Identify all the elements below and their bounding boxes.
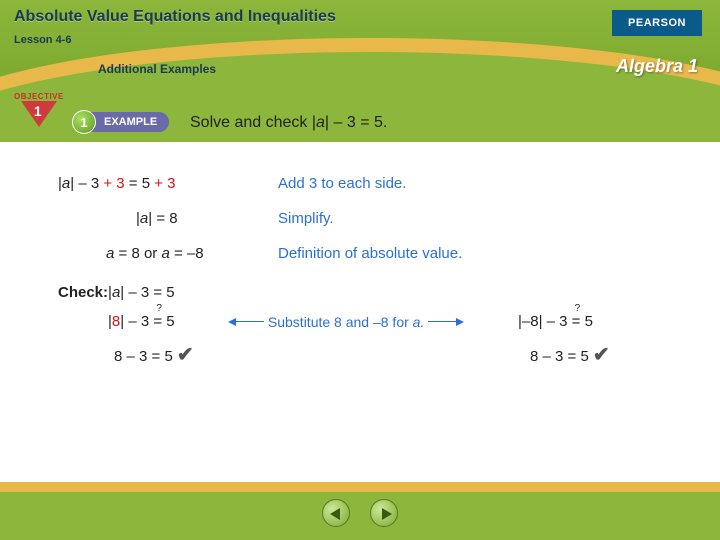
t: a (112, 284, 120, 301)
check-header: Check: |a| – 3 = 5 (58, 284, 678, 301)
checkmark-icon: ✔ (593, 344, 610, 366)
step-rhs: Definition of absolute value. (278, 245, 462, 262)
objective-number: 1 (34, 103, 42, 119)
step-row: |a| = 8 Simplify. (58, 210, 678, 227)
t: = 5 (125, 175, 155, 192)
check-res-right: 8 – 3 = 5✔ (530, 342, 610, 367)
t: a (140, 210, 148, 227)
example-number-circle: 1 (72, 110, 96, 134)
checkmark-icon: ✔ (177, 344, 194, 366)
t: | – 3 = 5 (120, 284, 174, 301)
t: 5 (162, 313, 175, 330)
t: 8 (112, 313, 120, 330)
t: a (161, 245, 169, 262)
problem-text-pre: Solve and check | (190, 114, 316, 131)
book-title: Algebra 1 (616, 56, 698, 77)
step-row: |a| – 3 + 3 = 5 + 3 Add 3 to each side. (58, 175, 678, 192)
arrow-line (236, 321, 264, 323)
t: Substitute 8 and –8 for (268, 314, 413, 330)
arrow-line (428, 321, 456, 323)
check-label: Check: (58, 284, 108, 301)
step-row: a = 8 or a = –8 Definition of absolute v… (58, 245, 678, 262)
problem-text-post: | – 3 = 5. (325, 114, 387, 131)
step-lhs: a = 8 or a = –8 (58, 245, 278, 262)
check-result-row: 8 – 3 = 5✔ 8 – 3 = 5✔ (58, 342, 678, 367)
t: + 3 (103, 175, 124, 192)
chevron-left-icon (330, 508, 340, 520)
page-title: Absolute Value Equations and Inequalitie… (14, 8, 336, 26)
t: |–8| – 3 (518, 313, 572, 330)
check-res-left: 8 – 3 = 5✔ (58, 342, 228, 367)
t: | = 8 (148, 210, 177, 227)
check-sub-left: |8| – 3 = 5 (58, 313, 228, 330)
t: 8 – 3 = 5 (114, 348, 173, 365)
problem-statement: Solve and check |a| – 3 = 5. (190, 114, 387, 132)
question-equals-icon: = (572, 313, 581, 330)
chevron-right-icon (382, 508, 392, 520)
objective-label: OBJECTIVE (14, 92, 64, 101)
t: + 3 (154, 175, 175, 192)
check-sub-right: |–8| – 3 = 5 (518, 313, 593, 330)
t: = 8 or (114, 245, 161, 262)
t: a (62, 175, 70, 192)
step-lhs: |a| = 8 (58, 210, 278, 227)
t: | – 3 (70, 175, 103, 192)
check-substitute-row: |8| – 3 = 5 Substitute 8 and –8 for a. |… (58, 313, 678, 330)
lesson-label: Lesson 4-6 (14, 34, 71, 46)
objective-badge: OBJECTIVE 1 (14, 92, 64, 127)
nav-controls (0, 499, 720, 532)
question-equals-icon: = (153, 313, 162, 330)
content-area: |a| – 3 + 3 = 5 + 3 Add 3 to each side. … (58, 175, 678, 379)
t: 8 – 3 = 5 (530, 348, 589, 365)
publisher-logo: PEARSON (612, 10, 702, 36)
step-lhs: |a| – 3 + 3 = 5 + 3 (58, 175, 278, 192)
t: = –8 (170, 245, 204, 262)
t: 5 (580, 313, 593, 330)
step-rhs: Simplify. (278, 210, 334, 227)
check-block: Check: |a| – 3 = 5 |8| – 3 = 5 Substitut… (58, 284, 678, 367)
step-rhs: Add 3 to each side. (278, 175, 406, 192)
prev-button[interactable] (322, 499, 350, 527)
t: | – 3 (120, 313, 153, 330)
additional-examples-label: Additional Examples (98, 62, 216, 76)
arrow-left-icon (228, 318, 236, 326)
arrow-right-icon (456, 318, 464, 326)
objective-triangle-icon: 1 (21, 101, 57, 127)
t: a. (413, 314, 425, 330)
footer-gold-bar (0, 482, 720, 492)
next-button[interactable] (370, 499, 398, 527)
problem-var: a (316, 114, 325, 131)
check-sub-text: Substitute 8 and –8 for a. (264, 314, 428, 330)
